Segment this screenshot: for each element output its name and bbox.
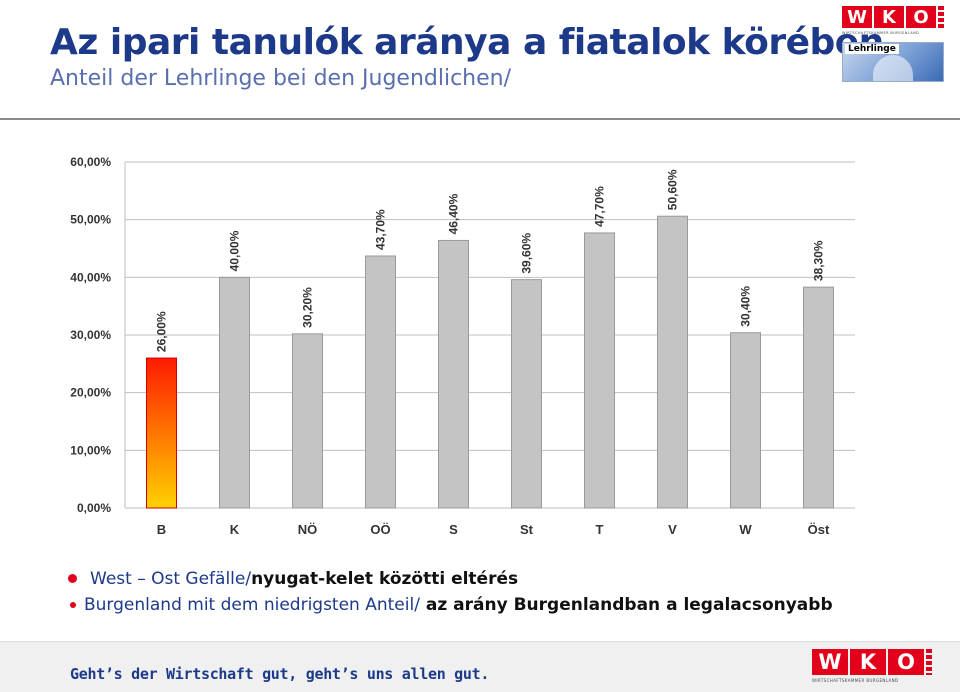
logo-letter-w: W [812,649,848,675]
data-label: 50,60% [666,169,680,210]
x-tick-label: OÖ [370,522,390,537]
page-subtitle: Anteil der Lehrlinge bei den Jugendliche… [50,66,512,91]
wko-logo-footer: W K O WIRTSCHAFTSKAMMER BURGENLAND [812,649,932,689]
logo-subline: WIRTSCHAFTSKAMMER BURGENLAND [842,31,920,35]
logo-letter-k: K [874,6,904,28]
x-tick-label: B [157,522,166,537]
y-tick-label: 60,00% [70,155,111,169]
data-label: 26,00% [155,311,169,352]
logo-letter-o: O [906,6,936,28]
bar-St [511,279,542,509]
bar-OÖ [365,255,396,509]
bar-Öst [803,286,834,509]
data-label: 39,60% [520,233,534,274]
x-tick-label: T [596,522,604,537]
footer-slogan: Geht’s der Wirtschaft gut, geht’s uns al… [70,665,490,683]
y-tick-label: 0,00% [77,501,111,515]
lehrlinge-image: Lehrlinge [842,42,944,82]
bar-K [219,276,250,509]
x-tick-label: NÖ [298,522,318,537]
austria-flag-icon [938,6,944,28]
x-tick-label: Öst [808,522,830,537]
y-tick-label: 40,00% [70,270,111,284]
lehrlinge-label: Lehrlinge [845,44,899,54]
bar-B [146,357,177,509]
page-title: Az ipari tanulók aránya a fiatalok köréb… [50,22,884,63]
data-label: 30,40% [739,286,753,327]
people-illustration-icon [873,55,913,81]
x-tick-label: W [739,522,752,537]
logo-letter-k: K [850,649,886,675]
bar-NÖ [292,333,323,509]
data-label: 40,00% [228,230,242,271]
data-label: 46,40% [447,193,461,234]
bar-W [730,332,761,509]
bar-S [438,239,469,509]
footer: Geht’s der Wirtschaft gut, geht’s uns al… [0,641,960,692]
data-label: 30,20% [301,287,315,328]
bullet-dot-icon [70,602,76,608]
y-tick-label: 20,00% [70,386,111,400]
y-tick-label: 50,00% [70,213,111,227]
x-tick-label: V [668,522,677,537]
bar-chart: 0,00% 10,00% 20,00% 30,00% 40,00% 50,00% 60,00… [70,155,855,537]
austria-flag-icon [926,649,932,675]
wko-logo: W K O WIRTSCHAFTSKAMMER BURGENLAND [842,6,944,40]
bullet-2-hu: az arány Burgenlandban a legalacsonyabb [419,595,833,615]
data-label: 43,70% [374,209,388,250]
bullet-1-de: West – Ost Gefälle/ [90,569,252,589]
bar-V [657,215,688,509]
x-tick-label: K [230,522,240,537]
x-tick-label: St [520,522,534,537]
y-tick-label: 10,00% [70,443,111,457]
header-divider [0,118,960,120]
x-tick-label: S [449,522,458,537]
y-tick-label: 30,00% [70,328,111,342]
bullet-2-de: Burgenland mit dem niedrigsten Anteil/ [84,595,420,615]
logo-letter-w: W [842,6,872,28]
bar-T [584,232,615,509]
bullet-dot-icon [68,574,77,583]
logo-letter-o: O [888,649,924,675]
bullet-list: West – Ost Gefälle/nyugat-kelet közötti … [68,566,950,618]
bullet-item-2: Burgenland mit dem niedrigsten Anteil/ a… [70,592,950,618]
data-label: 38,30% [812,240,826,281]
data-label: 47,70% [593,186,607,227]
bullet-item-1: West – Ost Gefälle/nyugat-kelet közötti … [68,566,950,592]
bullet-1-hu: nyugat-kelet közötti eltérés [251,569,519,589]
logo-subline: WIRTSCHAFTSKAMMER BURGENLAND [812,678,899,683]
